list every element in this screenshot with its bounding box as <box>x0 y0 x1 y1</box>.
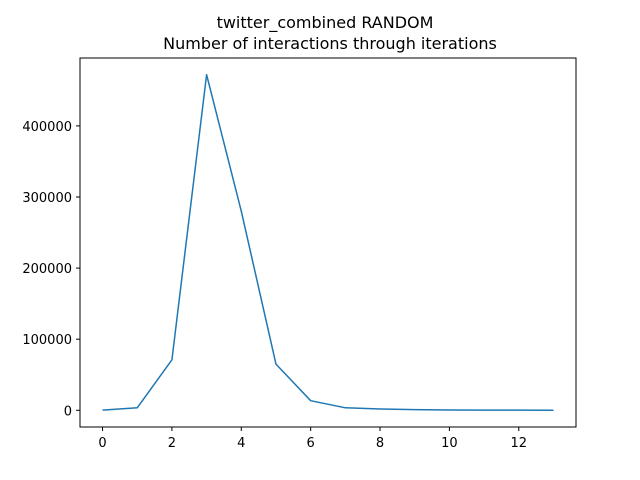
plot-area-frame <box>79 57 577 428</box>
x-tick-label: 8 <box>376 436 384 451</box>
y-tick-label: 0 <box>64 404 72 419</box>
chart-title-line-1: twitter_combined RANDOM <box>217 13 434 33</box>
x-tick-label: 6 <box>307 436 315 451</box>
y-tick-label: 100000 <box>22 333 72 348</box>
y-tick-label: 300000 <box>22 191 72 206</box>
chart-title-line-2: Number of interactions through iteration… <box>163 34 497 53</box>
y-tick-label: 200000 <box>22 262 72 277</box>
x-tick-label: 4 <box>237 436 245 451</box>
x-tick-label: 10 <box>441 436 458 451</box>
x-tick-label: 12 <box>510 436 527 451</box>
x-tick-label: 2 <box>168 436 176 451</box>
x-tick-label: 0 <box>98 436 106 451</box>
series-line <box>102 73 554 411</box>
y-tick-label: 400000 <box>22 120 72 135</box>
y-axis: 0 100000 200000 300000 400000 <box>22 120 80 419</box>
series-layer <box>102 73 554 411</box>
x-axis: 0 2 4 6 8 10 12 <box>98 427 527 451</box>
